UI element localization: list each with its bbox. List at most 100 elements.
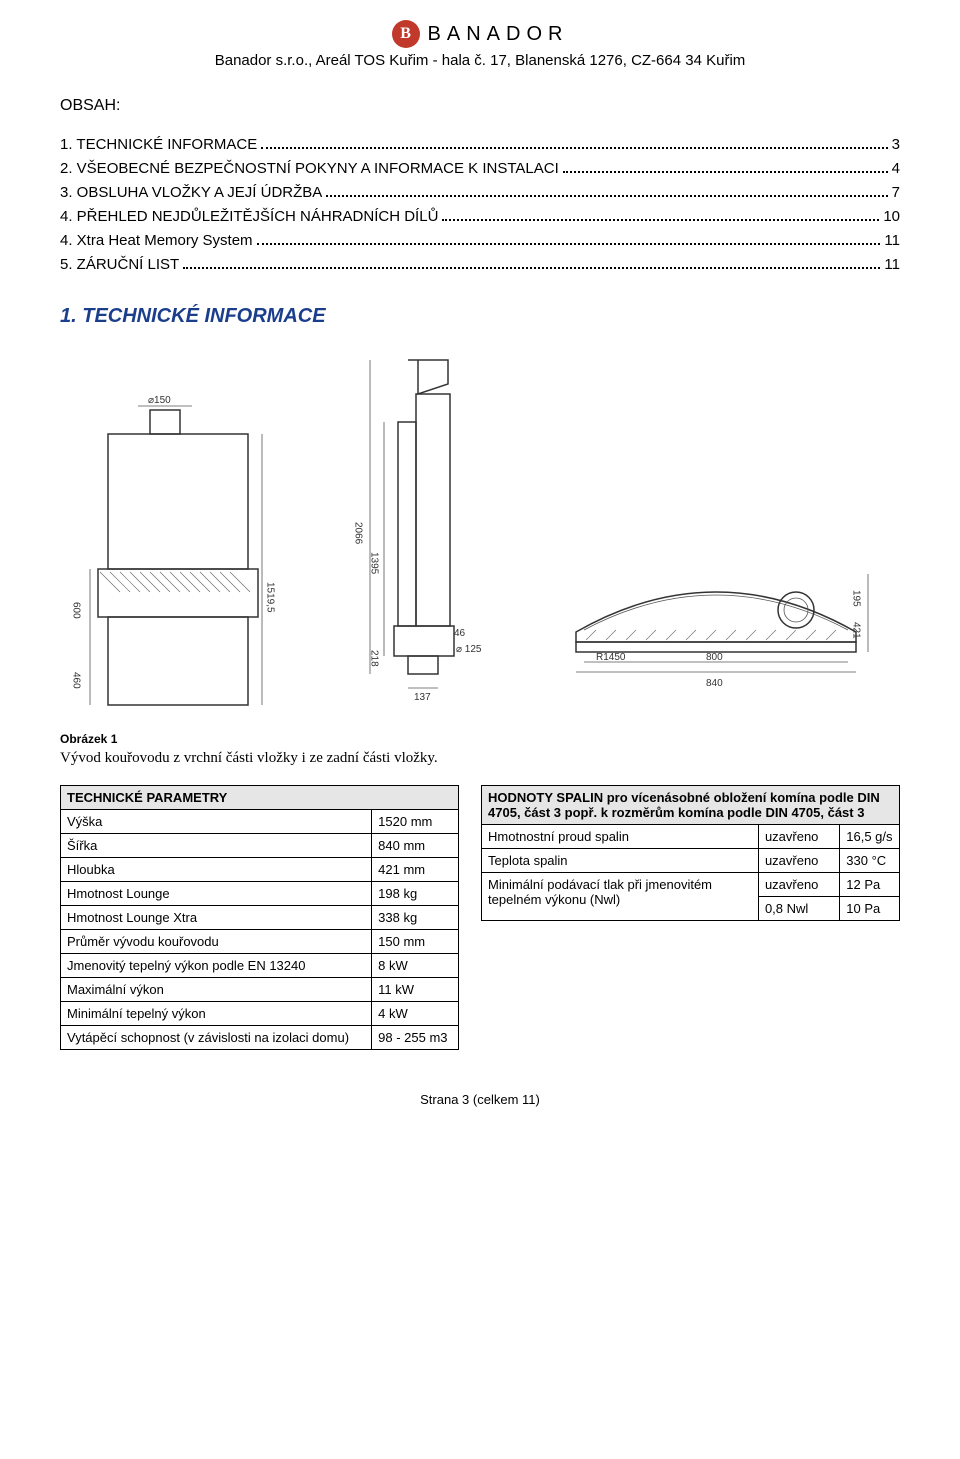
toc-row: 4. PŘEHLED NEJDŮLEŽITĚJŠÍCH NÁHRADNÍCH D… — [60, 205, 900, 229]
table-row: Hloubka421 mm — [61, 858, 459, 882]
cell: Vytápěcí schopnost (v závislosti na izol… — [61, 1026, 372, 1050]
cell: 98 - 255 m3 — [372, 1026, 459, 1050]
cell: Šířka — [61, 834, 372, 858]
drawing-side: 2066 1395 218 137 46 ⌀ 125 — [298, 352, 538, 712]
toc-page: 4 — [892, 157, 900, 181]
toc-dots — [183, 267, 880, 269]
dim-label: ⌀ 125 — [456, 644, 482, 655]
cell: 12 Pa — [840, 873, 900, 897]
table-title: TECHNICKÉ PARAMETRY — [61, 786, 459, 810]
table-row: Minimální tepelný výkon4 kW — [61, 1002, 459, 1026]
dim-label: R1450 — [596, 652, 626, 663]
toc-label: 2. VŠEOBECNÉ BEZPEČNOSTNÍ POKYNY A INFOR… — [60, 157, 559, 181]
drawing-top: 840 800 R1450 421 195 — [556, 512, 876, 712]
cell: 338 kg — [372, 906, 459, 930]
brand-address: Banador s.r.o., Areál TOS Kuřim - hala č… — [60, 52, 900, 69]
cell: 10 Pa — [840, 897, 900, 921]
toc-dots — [326, 195, 887, 197]
toc-row: 3. OBSLUHA VLOŽKY A JEJÍ ÚDRŽBA 7 — [60, 181, 900, 205]
toc-page: 11 — [884, 253, 900, 277]
table-row: Hmotnost Lounge Xtra338 kg — [61, 906, 459, 930]
toc-page: 7 — [892, 181, 900, 205]
section-title: 1. TECHNICKÉ INFORMACE — [60, 305, 900, 328]
cell: 150 mm — [372, 930, 459, 954]
cell: uzavřeno — [758, 873, 839, 897]
cell: Průměr vývodu kouřovodu — [61, 930, 372, 954]
dim-label: 1519,5 — [265, 582, 276, 613]
cell: 421 mm — [372, 858, 459, 882]
toc-row: 2. VŠEOBECNÉ BEZPEČNOSTNÍ POKYNY A INFOR… — [60, 157, 900, 181]
toc-page: 3 — [892, 133, 900, 157]
cell: 16,5 g/s — [840, 825, 900, 849]
brand-logo-text: BANADOR — [428, 23, 569, 46]
table-row: Výška1520 mm — [61, 810, 459, 834]
toc-page: 11 — [884, 229, 900, 253]
table-row: Šířka840 mm — [61, 834, 459, 858]
toc-page: 10 — [883, 205, 900, 229]
dim-label: 840 — [706, 678, 723, 689]
toc-row: 1. TECHNICKÉ INFORMACE 3 — [60, 133, 900, 157]
cell: Minimální podávací tlak při jmenovitém t… — [482, 873, 759, 921]
flue-gas-table: HODNOTY SPALIN pro vícenásobné obložení … — [481, 785, 900, 921]
dim-label: 195 — [851, 590, 862, 607]
toc-label: 4. Xtra Heat Memory System — [60, 229, 253, 253]
table-row: Vytápěcí schopnost (v závislosti na izol… — [61, 1026, 459, 1050]
toc-dots — [442, 219, 879, 221]
toc-dots — [257, 243, 881, 245]
cell: 0,8 Nwl — [758, 897, 839, 921]
figure-subcaption: Vývod kouřovodu z vrchní části vložky i … — [60, 750, 900, 767]
table-row: Průměr vývodu kouřovodu150 mm — [61, 930, 459, 954]
dim-label: 218 — [369, 650, 380, 667]
dim-label: 800 — [706, 652, 723, 663]
figure-caption: Obrázek 1 — [60, 732, 900, 746]
cell: uzavřeno — [758, 849, 839, 873]
toc-row: 4. Xtra Heat Memory System 11 — [60, 229, 900, 253]
dim-label: 2066 — [353, 522, 364, 545]
dim-label: 1395 — [369, 552, 380, 575]
table-row: Maximální výkon11 kW — [61, 978, 459, 1002]
dim-label: 600 — [71, 602, 82, 619]
toc-row: 5. ZÁRUČNÍ LIST 11 — [60, 253, 900, 277]
table-row: Minimální podávací tlak při jmenovitém t… — [482, 873, 900, 897]
dim-label: ⌀150 — [148, 395, 171, 406]
cell: Jmenovitý tepelný výkon podle EN 13240 — [61, 954, 372, 978]
cell: 8 kW — [372, 954, 459, 978]
drawing-front: ⌀150 1519,5 600 460 — [60, 392, 280, 712]
cell: Hmotnostní proud spalin — [482, 825, 759, 849]
toc-dots — [563, 171, 888, 173]
table-row: Jmenovitý tepelný výkon podle EN 132408 … — [61, 954, 459, 978]
dim-label: 137 — [414, 692, 431, 703]
cell: 330 °C — [840, 849, 900, 873]
dim-label: 46 — [454, 628, 466, 639]
table-row: Hmotnostní proud spalin uzavřeno 16,5 g/… — [482, 825, 900, 849]
cell: Hloubka — [61, 858, 372, 882]
cell: 4 kW — [372, 1002, 459, 1026]
cell: 11 kW — [372, 978, 459, 1002]
tables-row: TECHNICKÉ PARAMETRY Výška1520 mm Šířka84… — [60, 785, 900, 1050]
dim-label: 460 — [71, 672, 82, 689]
toc-label: 4. PŘEHLED NEJDŮLEŽITĚJŠÍCH NÁHRADNÍCH D… — [60, 205, 438, 229]
cell: 198 kg — [372, 882, 459, 906]
table-row: Hmotnost Lounge198 kg — [61, 882, 459, 906]
cell: Výška — [61, 810, 372, 834]
table-title-text: HODNOTY SPALIN pro vícenásobné obložení … — [488, 790, 880, 820]
page-footer: Strana 3 (celkem 11) — [60, 1092, 900, 1107]
cell: Hmotnost Lounge Xtra — [61, 906, 372, 930]
table-title: HODNOTY SPALIN pro vícenásobné obložení … — [482, 786, 900, 825]
cell: Teplota spalin — [482, 849, 759, 873]
dim-label: 421 — [851, 622, 862, 639]
cell: Maximální výkon — [61, 978, 372, 1002]
cell: 840 mm — [372, 834, 459, 858]
toc-title: OBSAH: — [60, 97, 900, 115]
cell: uzavřeno — [758, 825, 839, 849]
toc-label: 5. ZÁRUČNÍ LIST — [60, 253, 179, 277]
table-row: Teplota spalin uzavřeno 330 °C — [482, 849, 900, 873]
tech-params-table: TECHNICKÉ PARAMETRY Výška1520 mm Šířka84… — [60, 785, 459, 1050]
brand-logo-mark: B — [392, 20, 420, 48]
cell: 1520 mm — [372, 810, 459, 834]
toc-dots — [261, 147, 887, 149]
cell: Hmotnost Lounge — [61, 882, 372, 906]
technical-drawings: ⌀150 1519,5 600 460 2066 — [60, 352, 900, 712]
toc: 1. TECHNICKÉ INFORMACE 3 2. VŠEOBECNÉ BE… — [60, 133, 900, 277]
cell: Minimální tepelný výkon — [61, 1002, 372, 1026]
